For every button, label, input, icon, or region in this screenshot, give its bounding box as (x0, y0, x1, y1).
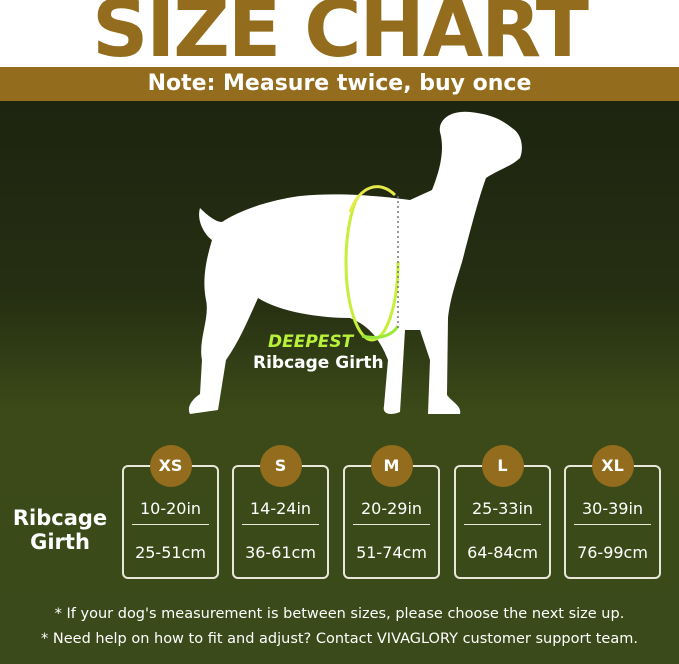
size-badge: XL (591, 445, 634, 487)
size-card-xl: XL 30-39in 76-99cm (564, 445, 661, 579)
size-badge: XS (149, 445, 192, 487)
divider (353, 524, 430, 525)
row-label-line: Girth (30, 530, 90, 554)
divider (132, 524, 209, 525)
dog-silhouette (188, 111, 522, 414)
size-inches: 20-29in (360, 499, 423, 518)
size-card-l: L 25-33in 64-84cm (454, 445, 551, 579)
size-badge: M (370, 445, 413, 487)
girth-arrow-top (348, 185, 397, 213)
size-inches: 14-24in (249, 499, 312, 518)
ribcage-girth-label: Ribcage Girth (253, 353, 384, 373)
divider (574, 524, 651, 525)
size-cm: 76-99cm (577, 543, 648, 562)
girth-arrow-bottom (361, 325, 400, 340)
size-badge: S (259, 445, 302, 487)
size-card-s: S 14-24in 36-61cm (232, 445, 329, 579)
divider (464, 524, 541, 525)
size-badge: L (481, 445, 524, 487)
size-card-xs: XS 10-20in 25-51cm (122, 445, 219, 579)
divider (242, 524, 319, 525)
size-inches: 10-20in (139, 499, 202, 518)
size-cm: 36-61cm (245, 543, 316, 562)
row-label: Ribcage Girth (10, 506, 110, 554)
row-label-line: Ribcage (12, 506, 108, 530)
size-inches: 30-39in (581, 499, 644, 518)
size-cm: 64-84cm (467, 543, 538, 562)
footnote-support: * Need help on how to fit and adjust? Co… (41, 631, 638, 647)
deepest-label: DEEPEST (268, 332, 354, 352)
page-title: SIZE CHART (92, 0, 589, 75)
note-banner: Note: Measure twice, buy once (0, 67, 679, 101)
footnote-sizing: * If your dog's measurement is between s… (54, 606, 625, 622)
size-cm: 51-74cm (356, 543, 427, 562)
size-inches: 25-33in (471, 499, 534, 518)
size-cm: 25-51cm (135, 543, 206, 562)
size-card-m: M 20-29in 51-74cm (343, 445, 440, 579)
